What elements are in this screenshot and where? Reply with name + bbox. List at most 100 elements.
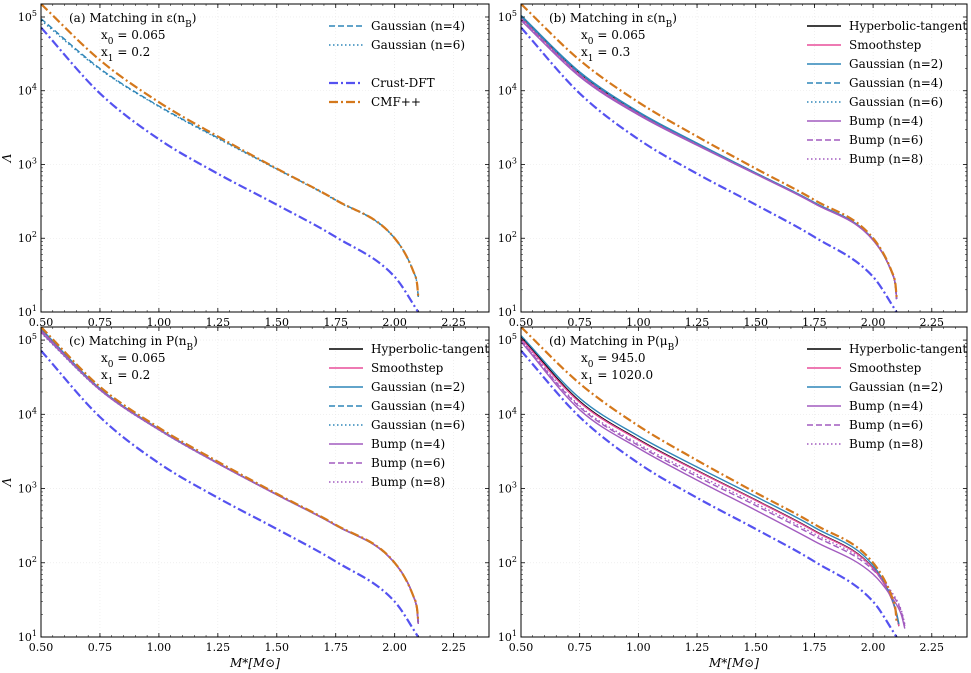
- legend-label-gaussian-n-2: Gaussian (n=2): [849, 57, 943, 71]
- x-tick-label: 1.75: [323, 316, 348, 329]
- panel-title: (b) Matching in ε(nB): [549, 11, 677, 30]
- legend-label-gaussian-n-2: Gaussian (n=2): [371, 380, 465, 394]
- series-line-cmf: [41, 4, 420, 298]
- panel-param: x0 = 0.065: [581, 28, 646, 47]
- panel-a: 0.50 0.75 1.00 1.25 1.50 1.75 2.00 2.25 101 102 10…: [0, 3, 490, 329]
- y-tick-label: 104: [18, 83, 37, 98]
- panel-title: (d) Matching in P(μB): [549, 334, 679, 353]
- series-line-crust-dft: [41, 26, 420, 312]
- series-line-bump-n-4: [41, 331, 419, 624]
- legend-label-bump-n-6: Bump (n=6): [849, 418, 923, 432]
- x-tick-label: 2.00: [382, 641, 407, 654]
- y-axis-label: Λ: [0, 477, 14, 487]
- series-line-gaussian-n-6: [521, 16, 898, 300]
- x-tick-label: 0.75: [88, 641, 113, 654]
- y-axis-label: Λ: [0, 153, 14, 163]
- x-tick-label: 0.75: [88, 316, 113, 329]
- legend-label-gaussian-n-4: Gaussian (n=4): [371, 19, 465, 33]
- series-line-hyperbolic-tangent: [521, 16, 898, 300]
- series-line-cmf: [521, 327, 898, 622]
- series-line-crust-dft: [521, 26, 898, 312]
- series-line-gaussian-n-2: [41, 328, 419, 624]
- panel-d: 0.50 0.75 1.00 1.25 1.50 1.75 2.00 2.25 101 102 10…: [498, 326, 968, 670]
- legend-label-bump-n-4: Bump (n=4): [849, 114, 923, 128]
- series-line-gaussian-n-4: [521, 15, 898, 300]
- series-line-cmf: [521, 4, 898, 298]
- legend-label-cmf: CMF++: [371, 95, 421, 109]
- legend-label-bump-n-6: Bump (n=6): [371, 456, 445, 470]
- panel-b: 0.50 0.75 1.00 1.25 1.50 1.75 2.00 2.25 101 102 10…: [498, 3, 968, 329]
- legend-label-hyperbolic-tangent: Hyperbolic-tangent: [371, 342, 489, 356]
- x-tick-label: 2.00: [861, 316, 886, 329]
- series-line-bump-n-6: [41, 330, 419, 624]
- y-tick-label: 101: [498, 304, 517, 319]
- x-tick-label: 1.50: [743, 316, 768, 329]
- y-tick-label: 105: [498, 9, 517, 24]
- y-tick-label: 102: [18, 555, 37, 570]
- x-tick-label: 2.25: [441, 316, 466, 329]
- x-tick-label: 1.50: [265, 641, 290, 654]
- x-tick-label: 1.75: [802, 316, 827, 329]
- legend-label-smoothstep: Smoothstep: [849, 38, 922, 52]
- series-group: [521, 327, 906, 637]
- x-tick-label: 2.25: [920, 316, 945, 329]
- y-tick-label: 101: [498, 629, 517, 644]
- panel-title: (a) Matching in ε(nB): [69, 11, 196, 30]
- x-tick-label: 0.50: [29, 316, 54, 329]
- x-tick-label: 1.75: [802, 641, 827, 654]
- x-tick-label: 0.50: [29, 641, 54, 654]
- x-tick-label: 2.00: [382, 316, 407, 329]
- series-line-bump-n-8: [521, 18, 898, 300]
- y-tick-label: 103: [18, 156, 37, 171]
- series-line-hyperbolic-tangent: [41, 328, 419, 624]
- panel-param: x1 = 0.3: [581, 45, 630, 64]
- series-line-crust-dft: [521, 349, 898, 637]
- series-line-gaussian-n-4: [41, 331, 419, 624]
- x-tick-label: 1.50: [743, 641, 768, 654]
- y-tick-label: 103: [498, 481, 517, 496]
- legend-label-hyperbolic-tangent: Hyperbolic-tangent: [849, 342, 967, 356]
- y-tick-label: 104: [498, 406, 517, 421]
- x-tick-label: 0.75: [567, 316, 592, 329]
- legend-label-gaussian-n-4: Gaussian (n=4): [371, 399, 465, 413]
- legend-label-bump-n-8: Bump (n=8): [849, 437, 923, 451]
- legend-label-hyperbolic-tangent: Hyperbolic-tangent: [849, 19, 967, 33]
- panel-c: 0.50 0.75 1.00 1.25 1.50 1.75 2.00 2.25 101 102 10…: [0, 326, 490, 670]
- panel-param: x0 = 0.065: [101, 28, 166, 47]
- x-tick-label: 0.75: [567, 641, 592, 654]
- x-tick-label: 0.50: [509, 316, 534, 329]
- x-axis-label: M*[M⊙]: [708, 656, 759, 670]
- legend-label-gaussian-n-6: Gaussian (n=6): [371, 38, 465, 52]
- y-tick-label: 102: [18, 230, 37, 245]
- x-tick-label: 2.25: [920, 641, 945, 654]
- series-line-bump-n-8: [41, 329, 419, 624]
- legend-label-gaussian-n-6: Gaussian (n=6): [849, 95, 943, 109]
- series-line-gaussian-n-6: [41, 19, 419, 298]
- y-tick-label: 104: [498, 83, 517, 98]
- legend-label-crust-dft: Crust-DFT: [371, 76, 435, 90]
- legend-label-gaussian-n-2: Gaussian (n=2): [849, 380, 943, 394]
- series-line-crust-dft: [41, 349, 420, 637]
- x-tick-label: 1.25: [685, 316, 710, 329]
- series-line-bump-n-8: [521, 339, 906, 625]
- y-tick-label: 103: [498, 156, 517, 171]
- x-axis-label: M*[M⊙]: [229, 656, 280, 670]
- series-group: [41, 327, 420, 637]
- x-tick-label: 1.50: [265, 316, 290, 329]
- series-line-smoothstep: [41, 329, 419, 624]
- panel-param: x0 = 945.0: [581, 351, 646, 370]
- series-line-gaussian-n-2: [521, 335, 900, 625]
- y-tick-label: 102: [498, 555, 517, 570]
- y-tick-label: 105: [498, 332, 517, 347]
- legend-label-smoothstep: Smoothstep: [371, 361, 444, 375]
- panel-param: x1 = 0.2: [101, 368, 150, 387]
- y-tick-label: 101: [18, 629, 37, 644]
- series-line-bump-n-6: [521, 340, 906, 627]
- x-tick-label: 1.25: [206, 641, 231, 654]
- panel-param: x1 = 1020.0: [581, 368, 653, 387]
- x-tick-label: 1.00: [626, 641, 651, 654]
- y-tick-label: 104: [18, 406, 37, 421]
- series-line-gaussian-n-6: [41, 332, 419, 624]
- legend-label-gaussian-n-6: Gaussian (n=6): [371, 418, 465, 432]
